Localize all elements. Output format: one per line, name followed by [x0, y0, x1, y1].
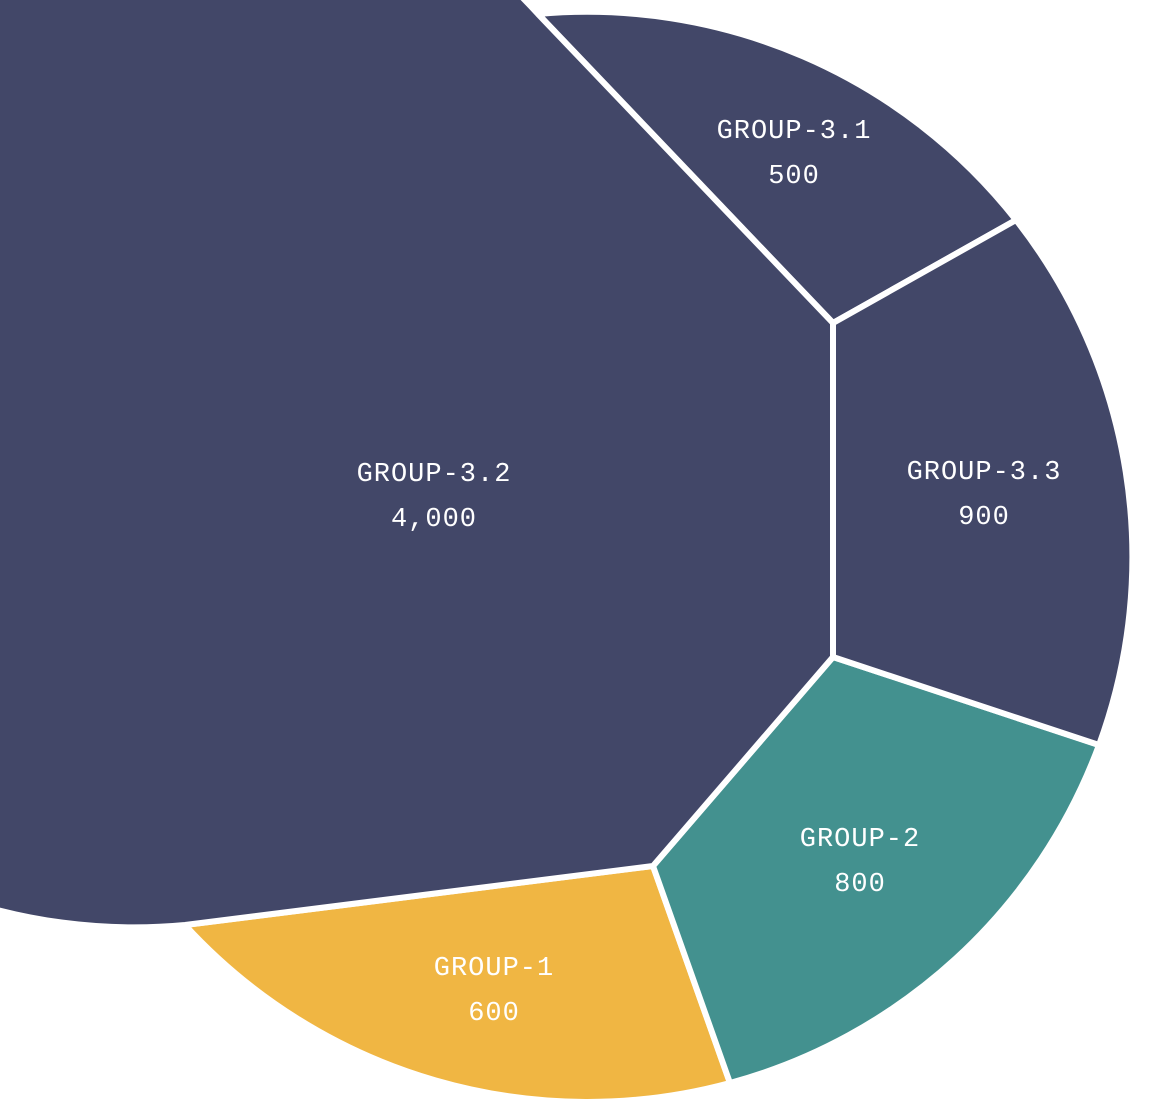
cell — [650, 654, 1102, 1086]
value-label: 4,000 — [391, 505, 477, 535]
cell — [182, 863, 733, 1105]
cell-label: GROUP-3.3 — [907, 458, 1062, 488]
value-label: 900 — [958, 503, 1010, 533]
cell — [0, 0, 833, 928]
cell — [830, 217, 1136, 748]
cell-label: GROUP-2 — [800, 825, 920, 855]
cell-label: GROUP-3.1 — [717, 117, 872, 147]
cell-label: GROUP-1 — [434, 954, 554, 984]
value-label: 500 — [768, 162, 820, 192]
cell-label: GROUP-3.2 — [357, 460, 512, 490]
cell — [535, 8, 1019, 326]
value-label: 600 — [468, 999, 520, 1029]
value-label: 800 — [834, 870, 886, 900]
